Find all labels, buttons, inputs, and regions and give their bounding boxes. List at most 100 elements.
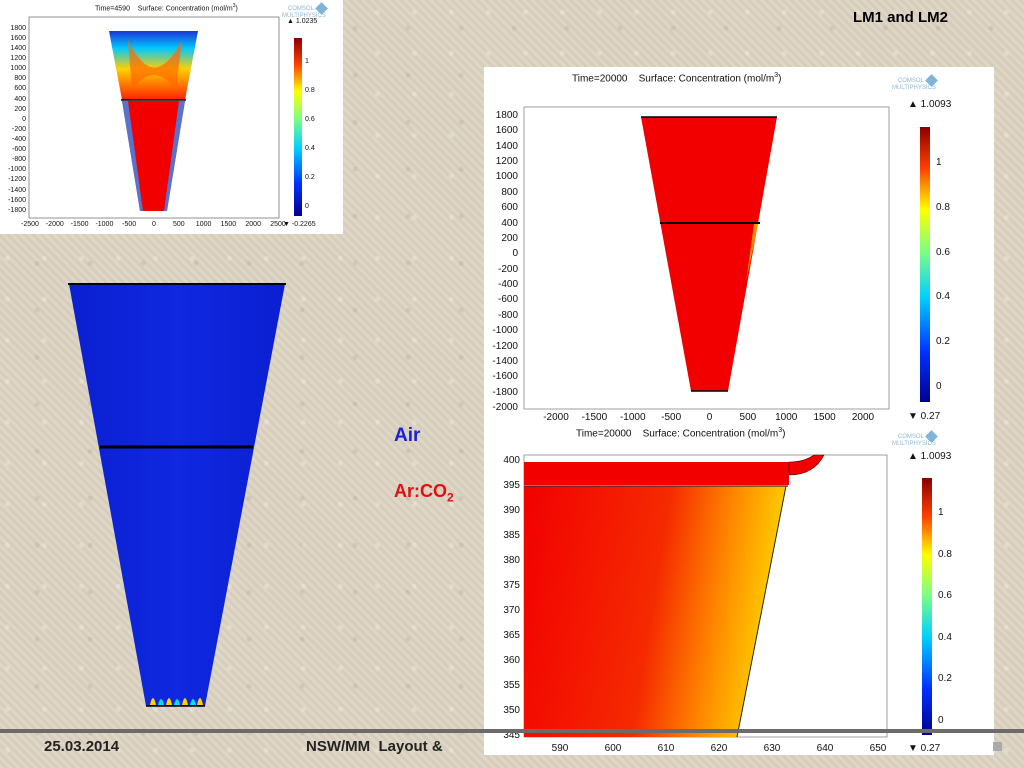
y-tick-label: 200 [501,232,518,244]
colorbar-tick-label: 0 [936,381,942,392]
y-tick-label: -1000 [8,166,26,174]
air-cone-body [69,284,285,706]
small-lower-edge-right [164,101,185,211]
big-colorbar-min: ▼ 0.27 [908,411,941,422]
comsol-logo-icon: COMSOL MULTIPHYSICS [892,74,938,92]
comsol-logo-icon: COMSOL MULTIPHYSICS [282,2,328,20]
y-tick-label: -200 [11,125,26,133]
x-tick-label: -1500 [70,221,89,228]
small-colorbar-max: ▲ 1.0235 [287,18,318,25]
colorbar-tick-label: 0.6 [305,115,315,123]
y-tick-label: -800 [497,309,518,321]
x-tick-label: -1000 [619,412,646,423]
y-tick-label: 345 [503,730,520,741]
x-tick-label: 640 [816,743,834,754]
y-tick-label: 365 [503,630,520,641]
y-tick-label: -2000 [492,402,518,413]
y-tick-label: -1800 [8,206,26,214]
air-cone-inlet-flames [150,698,203,705]
x-tick-label: 1000 [195,221,212,228]
y-tick-label: 1400 [10,45,26,53]
small-plot-svg [28,16,302,219]
colorbar-tick-label: 0.2 [936,336,950,348]
y-tick-label: 1000 [10,65,26,73]
x-tick-label: 630 [763,743,781,754]
y-tick-label: -1000 [492,325,518,337]
x-tick-label: 1000 [775,412,798,423]
big-plot-time: Time=20000 [572,73,628,85]
y-tick-label: -400 [497,279,518,291]
y-tick-label: 360 [503,655,520,666]
y-tick-label: -200 [497,263,518,275]
big-plot-panel: Time=20000 Surface: Concentration (mol/m… [484,67,994,425]
zoom-right-wall [736,485,787,738]
big-plot-surface: Surface: Concentration (mol/m [638,73,775,85]
legend-arco2: Ar:CO2 [394,481,454,505]
small-colorbar-min: ▼ -0.2265 [283,221,316,228]
y-tick-label: 1400 [495,140,518,152]
footer-square-icon [993,742,1002,751]
x-tick-label: 2000 [851,412,875,423]
zoom-lower-region [524,486,786,737]
x-tick-label: 1500 [813,412,836,423]
y-tick-label: 0 [512,248,518,260]
y-tick-label: 390 [503,505,520,516]
x-tick-label: -1500 [581,412,608,423]
small-plot-surface: Surface: Concentration (mol/m [137,5,233,13]
colorbar-tick-label: 0 [938,715,944,726]
y-tick-label: 395 [503,480,520,491]
y-tick-label: 1800 [10,24,26,32]
x-tick-label: -1000 [95,221,114,228]
comsol-logo-icon: COMSOL MULTIPHYSICS [892,430,938,448]
big-colorbar [920,127,930,402]
y-tick-label: 200 [14,105,26,113]
y-tick-label: -600 [497,294,518,306]
x-tick-label: -2000 [543,412,569,423]
y-tick-label: 400 [14,95,26,103]
y-tick-label: -400 [11,136,26,144]
y-tick-label: 400 [501,217,518,229]
y-tick-label: 350 [503,705,520,716]
colorbar-tick-label: 0.8 [938,548,952,560]
air-cone-figure [68,283,286,707]
x-tick-label: -2500 [21,221,39,228]
colorbar-tick-label: 0.2 [938,673,952,685]
small-plot-header: Time=4590 Surface: Concentration (mol/m3… [95,3,238,13]
slide-title: LM1 and LM2 [853,9,949,26]
colorbar-tick-label: 0.6 [938,590,952,602]
x-tick-label: 590 [551,743,569,754]
x-tick-label: 0 [152,221,156,228]
y-tick-label: -1600 [8,196,26,204]
colorbar-tick-label: 0.2 [305,173,315,181]
y-tick-label: 375 [503,580,520,591]
y-tick-label: 400 [503,455,520,466]
y-tick-label: -1200 [492,340,518,352]
footer-bar [0,729,1024,733]
x-tick-label: 2000 [245,221,261,228]
zoom-plot-svg [523,454,932,738]
y-tick-label: 1600 [495,125,518,137]
small-lower-edge-left [122,101,143,211]
y-tick-label: 1000 [495,171,518,183]
x-tick-label: -500 [122,221,137,228]
y-tick-label: 1600 [10,34,26,42]
zoom-upper-channel [524,462,789,485]
y-tick-label: 1200 [495,156,518,168]
colorbar-tick-label: 1 [938,507,944,518]
y-tick-label: -800 [11,156,26,164]
zoom-colorbar-max: ▲ 1.0093 [908,451,952,462]
y-tick-label: -600 [11,146,26,154]
y-tick-label: 385 [503,530,520,541]
y-tick-label: -1800 [492,386,518,398]
zoom-colorbar-min: ▼ 0.27 [908,743,941,754]
y-tick-label: 380 [503,555,520,566]
zoom-plot-time: Time=20000 [576,428,632,440]
x-tick-label: 2500 [270,221,286,228]
colorbar-tick-label: 0.4 [936,291,950,303]
colorbar-tick-label: 0.6 [936,246,950,258]
big-plot-svg [523,106,930,410]
footer-center-text: NSW/MM Layout & [306,738,443,755]
big-colorbar-max: ▲ 1.0093 [908,99,952,110]
y-tick-label: 800 [501,186,518,198]
x-tick-label: 610 [657,743,675,754]
